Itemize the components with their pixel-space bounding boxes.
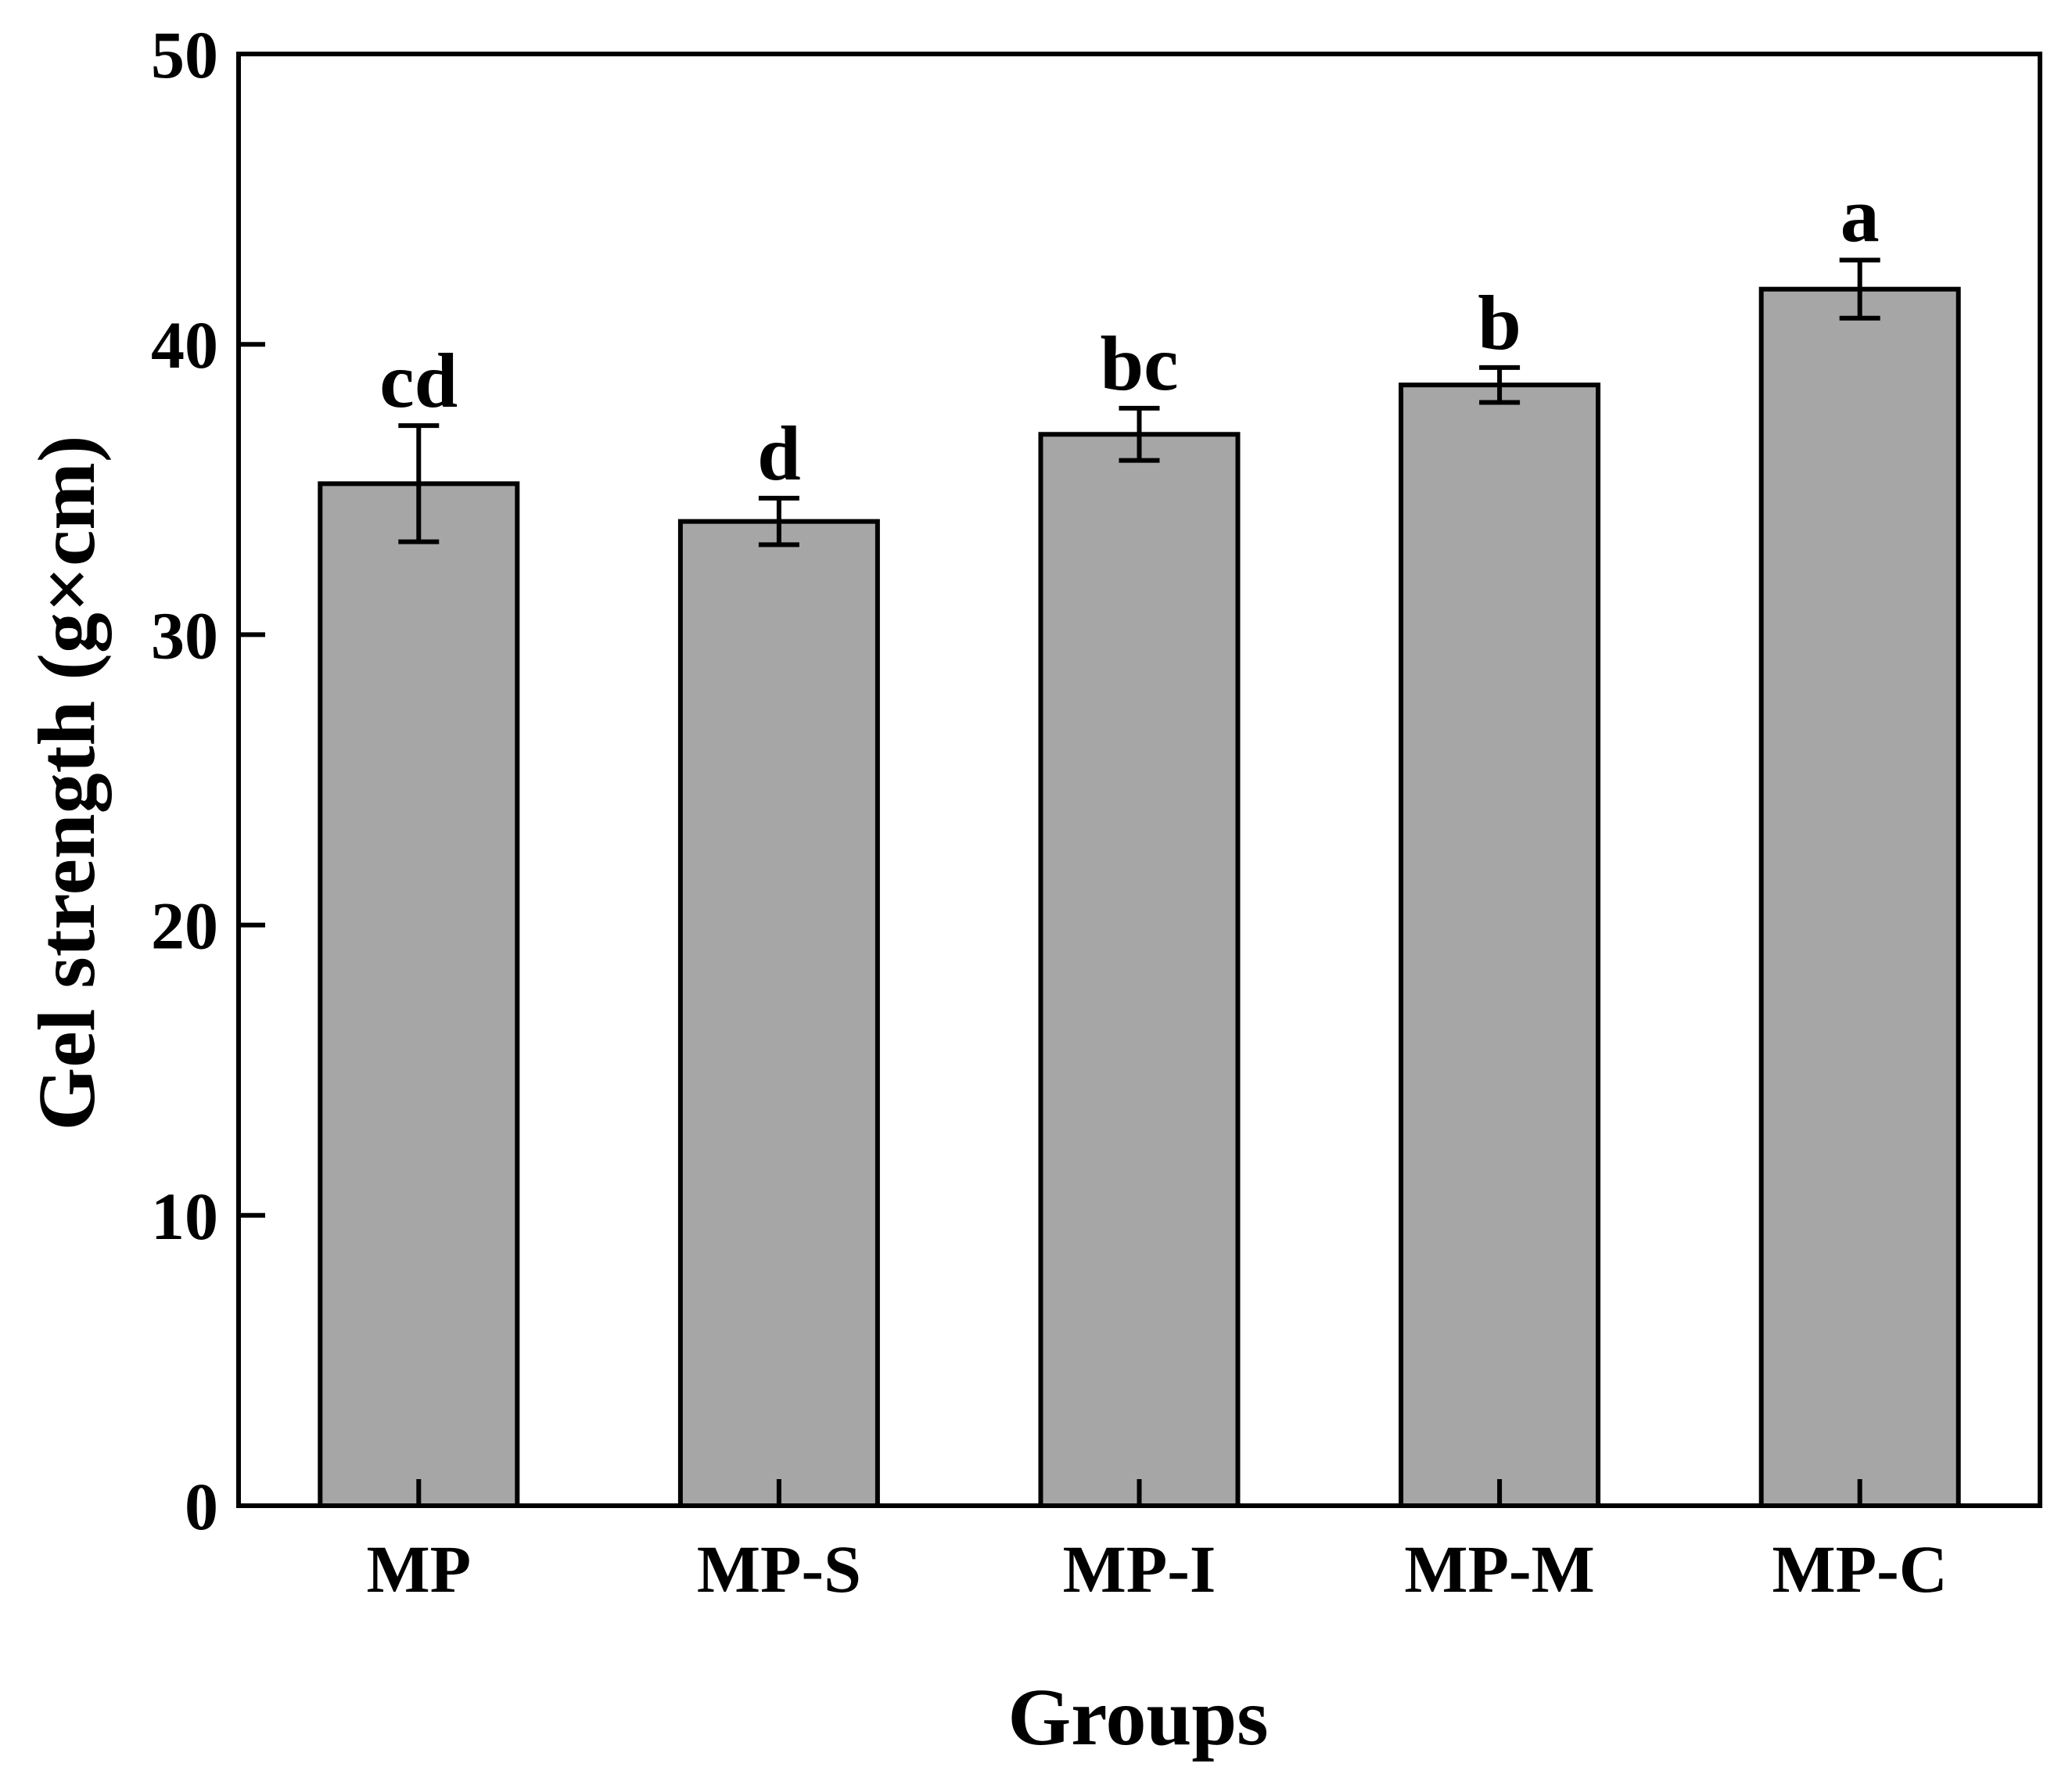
y-tick-label-10: 10 <box>151 1179 218 1254</box>
x-tick-label-mp-c: MP-C <box>1772 1532 1947 1607</box>
error-bar-mp-s <box>758 495 799 548</box>
ticks-layer <box>239 52 1862 1508</box>
error-bar-mp-c <box>1839 257 1880 321</box>
significance-label-mp-m: b <box>1478 279 1521 366</box>
bar-mp-s <box>677 519 880 1509</box>
tick-labels-layer: MP MP-S MP-I MP-M MP-C 0 10 20 30 40 50 <box>151 17 1948 1607</box>
x-tick-label-mp-s: MP-S <box>697 1532 861 1607</box>
x-axis-title: Groups <box>1007 1672 1268 1762</box>
bar-mp-i <box>1038 432 1241 1508</box>
x-tick-label-mp: MP <box>366 1532 471 1607</box>
error-bar-mp-m <box>1479 365 1521 405</box>
y-tick-label-30: 30 <box>151 598 218 673</box>
significance-label-mp: cd <box>379 337 458 424</box>
bar-mp-m <box>1399 382 1601 1509</box>
y-tick-label-50: 50 <box>151 17 218 92</box>
x-tick-label-mp-i: MP-I <box>1063 1532 1216 1607</box>
bars-layer <box>318 286 1961 1509</box>
error-bars-layer <box>398 257 1880 548</box>
significance-labels-layer: cd d bc b a <box>379 172 1879 497</box>
y-tick-label-0: 0 <box>185 1469 218 1544</box>
bar-mp <box>318 481 520 1508</box>
significance-label-mp-s: d <box>757 410 801 497</box>
y-tick-label-40: 40 <box>151 307 218 382</box>
error-bar-mp-i <box>1119 405 1160 463</box>
y-axis-title: Gel strength (g×cm) <box>22 435 112 1130</box>
y-tick-label-20: 20 <box>151 889 218 964</box>
x-tick-label-mp-m: MP-M <box>1404 1532 1595 1607</box>
significance-label-mp-i: bc <box>1101 320 1179 407</box>
error-bar-mp <box>398 423 440 544</box>
significance-label-mp-c: a <box>1841 172 1880 259</box>
bar-mp-c <box>1758 286 1961 1508</box>
